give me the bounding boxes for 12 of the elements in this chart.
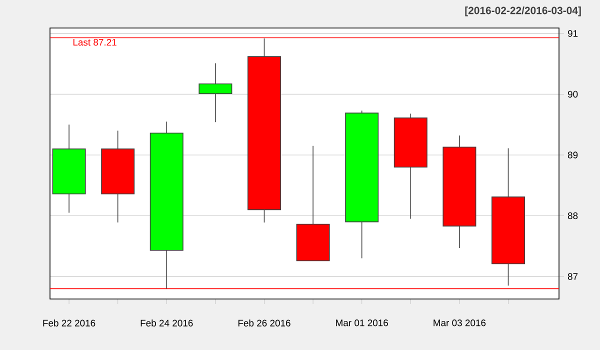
x-tick-label: Feb 22 2016 xyxy=(43,320,96,326)
ref-line-label: Last 87.21 xyxy=(73,38,116,46)
x-tick-label: Feb 24 2016 xyxy=(140,320,193,326)
chart-title: [2016-02-22/2016-03-04] xyxy=(465,6,581,16)
x-tick-label: Mar 03 2016 xyxy=(434,320,486,326)
y-tick-label: 91 xyxy=(568,30,578,37)
y-tick-label: 90 xyxy=(568,90,578,98)
x-tick-label: Mar 01 2016 xyxy=(336,320,388,326)
y-tick-label: 89 xyxy=(568,152,578,158)
y-tick-label: 88 xyxy=(568,212,578,220)
x-tick-label: Feb 26 2016 xyxy=(238,320,290,326)
y-tick-label: 87 xyxy=(568,273,578,280)
